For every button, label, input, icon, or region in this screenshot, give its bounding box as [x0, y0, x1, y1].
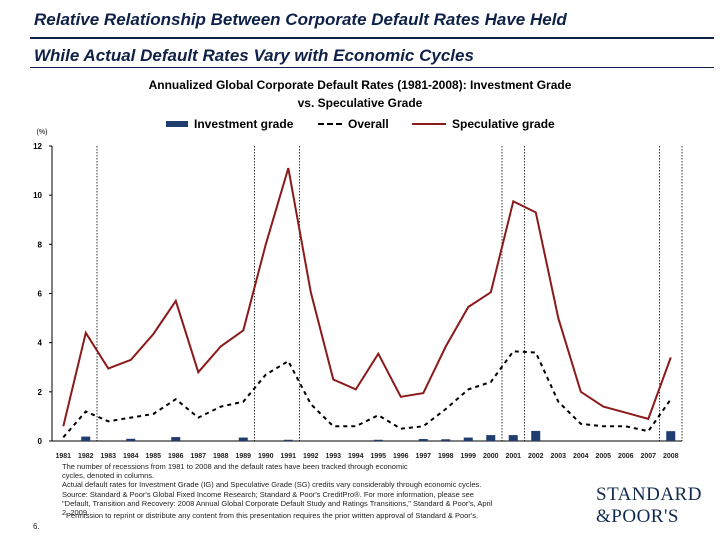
legend-overall: Overall	[318, 117, 389, 131]
legend-speculative-label: Speculative grade	[452, 117, 555, 131]
investment-grade-bar	[171, 437, 181, 441]
x-tick-label: 1993	[325, 453, 341, 460]
footnote-line: 2, 2009.	[62, 508, 90, 518]
logo-line2: &POOR'S	[596, 506, 679, 527]
x-tick-label: 2006	[618, 453, 634, 460]
y-tick-label: 8	[38, 240, 43, 249]
x-tick-label: 1996	[393, 453, 409, 460]
legend-dash-swatch	[318, 123, 342, 125]
series-lines	[62, 167, 672, 438]
investment-grade-bar	[418, 439, 428, 441]
investment-grade-bar	[441, 439, 451, 441]
y-tick-label: 4	[38, 339, 43, 348]
y-axis-label: (%)	[37, 129, 48, 136]
investment-grade-bar	[81, 436, 91, 441]
footnote-line: Source: Standard & Poor's Global Fixed I…	[62, 489, 474, 499]
legend-line-swatch	[412, 123, 446, 125]
x-tick-label: 1994	[348, 453, 364, 460]
subtitle-rule	[30, 67, 714, 68]
investment-grade-bar	[238, 437, 248, 441]
investment-grade-bar	[283, 439, 293, 441]
x-tick-label: 1991	[280, 453, 296, 460]
legend-investment-label: Investment grade	[194, 117, 294, 131]
x-tick-label: 2005	[595, 453, 611, 460]
x-tick-label: 1992	[303, 453, 319, 460]
x-tick-label: 2002	[528, 453, 544, 460]
investment-grade-bar	[508, 435, 518, 441]
chart-title-line2: vs. Speculative Grade	[297, 96, 423, 110]
y-tick-label: 0	[38, 437, 43, 446]
x-tick-label: 1984	[123, 453, 139, 460]
x-tick-label: 1999	[460, 453, 476, 460]
logo-line1: STANDARD	[596, 484, 702, 505]
chart-title-line1: Annualized Global Corporate Default Rate…	[148, 78, 572, 92]
speculative-grade-line	[62, 167, 672, 427]
x-tick-label: 1981	[55, 453, 71, 460]
investment-grade-bar	[373, 439, 383, 441]
slide-title-line2: While Actual Default Rates Vary with Eco…	[34, 46, 474, 65]
x-tick-label: 2008	[663, 453, 679, 460]
x-tick-label: 1997	[415, 453, 431, 460]
legend-speculative: Speculative grade	[412, 117, 555, 131]
x-tick-label: 2003	[550, 453, 566, 460]
investment-grade-bars	[81, 430, 676, 441]
x-axis-labels: 1981 1982 1983 1984 1985 1986 1987 1988 1989 1990…	[55, 453, 678, 460]
legend-investment: Investment grade	[166, 117, 293, 131]
x-tick-label: 1982	[78, 453, 94, 460]
y-tick-label: 2	[38, 388, 43, 397]
x-tick-label: 1988	[213, 453, 229, 460]
slide-number: 6.	[33, 522, 40, 531]
footnote-line: Actual default rates for Investment Grad…	[62, 480, 482, 490]
footnote-line: The number of recessions from 1981 to 20…	[62, 462, 408, 471]
x-tick-label: 2000	[483, 453, 499, 460]
recession-bands	[51, 146, 683, 441]
footnote: The number of recessions from 1981 to 20…	[62, 462, 582, 517]
x-tick-label: 1987	[190, 453, 206, 460]
investment-grade-bar	[666, 431, 676, 441]
investment-grade-bar	[486, 435, 496, 441]
investment-grade-bar	[463, 437, 473, 441]
slide-title-line1: Relative Relationship Between Corporate …	[34, 10, 567, 29]
x-tick-label: 1986	[168, 453, 184, 460]
x-tick-label: 1990	[258, 453, 274, 460]
x-tick-label: 2001	[505, 453, 521, 460]
investment-grade-bar	[531, 430, 541, 441]
footnote-line: cycles, denoted in columns.	[62, 471, 155, 481]
legend-bar-swatch	[166, 121, 188, 127]
footnote-line: "Default, Transition and Recovery: 2008 …	[62, 498, 493, 508]
y-axis: (%) 0 2 4 6 8 10 12	[33, 129, 682, 446]
y-tick-label: 12	[33, 142, 42, 151]
x-tick-label: 2007	[640, 453, 656, 460]
investment-grade-bar	[126, 438, 136, 441]
y-tick-label: 10	[33, 191, 42, 200]
title-rule	[30, 37, 714, 39]
y-tick-label: 6	[38, 290, 43, 299]
overall-line	[62, 350, 672, 438]
standard-poors-logo: STANDARD &POOR'S	[596, 484, 702, 528]
permission-notice: Permission to reprint or distribute any …	[66, 511, 479, 520]
legend-overall-label: Overall	[348, 117, 389, 131]
x-tick-label: 1983	[100, 453, 116, 460]
x-tick-label: 2004	[573, 453, 589, 460]
x-tick-label: 1985	[145, 453, 161, 460]
x-tick-label: 1995	[370, 453, 386, 460]
x-tick-label: 1998	[438, 453, 454, 460]
x-tick-label: 1989	[235, 453, 251, 460]
